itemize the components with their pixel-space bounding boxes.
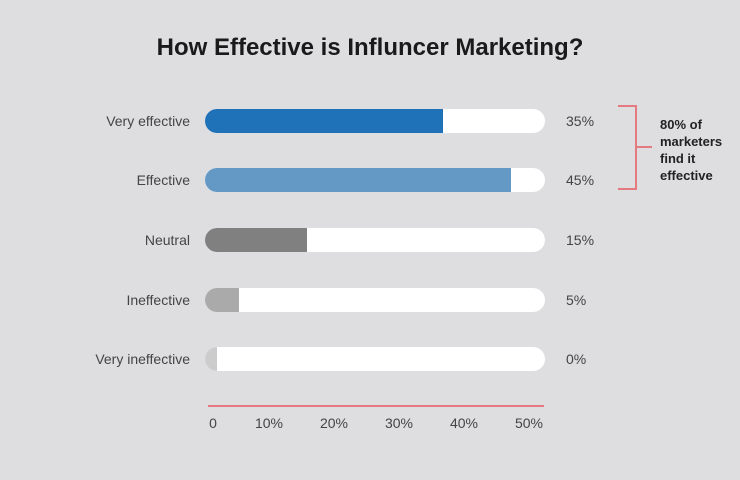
category-label: Effective <box>137 172 191 188</box>
category-label: Very ineffective <box>95 351 190 367</box>
bar <box>205 109 443 133</box>
category-label: Very effective <box>106 113 190 129</box>
annotation-line: find it <box>660 151 696 166</box>
bar <box>205 228 307 252</box>
x-tick-label: 30% <box>385 415 413 431</box>
bar <box>205 288 239 312</box>
chart-title: How Effective is Influncer Marketing? <box>156 34 584 61</box>
value-label: 35% <box>566 113 594 129</box>
value-label: 0% <box>566 351 586 367</box>
category-label: Neutral <box>145 232 190 248</box>
bar <box>205 347 217 371</box>
annotation-text: 80% of marketers find it effective <box>660 116 736 184</box>
category-label: Ineffective <box>126 292 190 308</box>
bar-track <box>205 347 545 371</box>
annotation-line: effective <box>660 168 713 183</box>
x-tick-label: 40% <box>450 415 478 431</box>
x-tick-label: 10% <box>255 415 283 431</box>
annotation-line: marketers <box>660 134 723 149</box>
bar-track <box>205 288 545 312</box>
x-tick-label: 0 <box>209 415 217 431</box>
bar <box>205 168 511 192</box>
x-tick-label: 50% <box>515 415 543 431</box>
annotation-line: 80% of <box>660 117 702 132</box>
annotation-bracket <box>618 105 637 190</box>
x-tick-label: 20% <box>320 415 348 431</box>
value-label: 5% <box>566 292 586 308</box>
value-label: 45% <box>566 172 594 188</box>
value-label: 15% <box>566 232 594 248</box>
